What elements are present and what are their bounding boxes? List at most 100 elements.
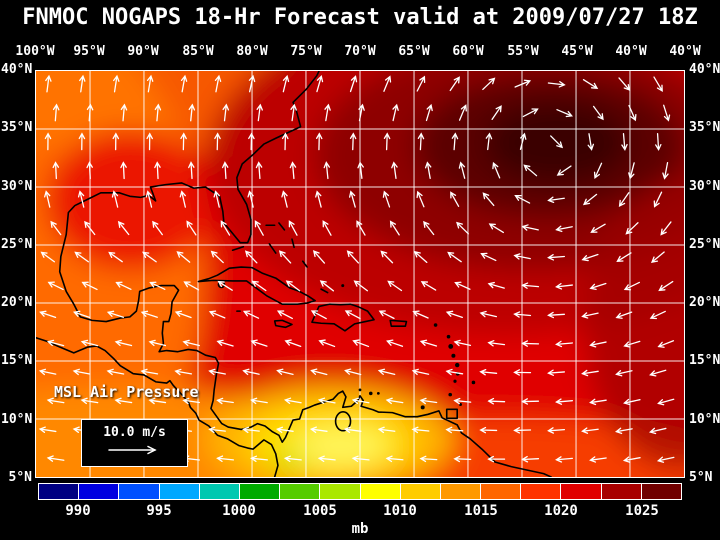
- wind-arrow: [555, 225, 573, 233]
- wind-arrow: [176, 251, 191, 263]
- wind-arrow: [622, 456, 641, 463]
- wind-arrow: [346, 250, 360, 264]
- wind-arrow: [424, 161, 432, 180]
- wind-arrow: [250, 339, 268, 347]
- wind-arrow: [653, 76, 663, 92]
- wind-arrow: [210, 250, 224, 264]
- lon-tick-label: 45°W: [561, 44, 593, 59]
- wind-arrow: [492, 161, 501, 179]
- wind-arrow: [46, 455, 65, 462]
- wind-arrow: [383, 75, 392, 92]
- wind-arrow: [623, 398, 641, 406]
- colorbar-tick-label: 1020: [544, 503, 578, 519]
- wind-arrow: [386, 339, 404, 347]
- lat-tick-label: 30°N: [689, 179, 720, 194]
- wind-arrow: [453, 339, 472, 347]
- wind-arrow: [79, 74, 86, 93]
- colorbar-cell: [400, 484, 441, 499]
- colorbar-cell: [159, 484, 200, 499]
- wind-arrow: [451, 132, 459, 151]
- wind-arrow: [514, 79, 532, 88]
- lat-tick-label: 40°N: [1, 62, 33, 77]
- wind-arrow: [80, 339, 99, 347]
- wind-arrow: [658, 280, 674, 292]
- wind-arrow: [521, 282, 540, 289]
- wind-arrow: [284, 397, 302, 405]
- lon-tick-label: 65°W: [398, 44, 430, 59]
- wind-arrow: [618, 77, 631, 91]
- wind-arrow: [315, 132, 323, 151]
- wind-arrow: [522, 108, 539, 118]
- wind-arrow: [351, 455, 370, 463]
- wind-arrow: [214, 132, 221, 151]
- lat-tick-label: 20°N: [689, 295, 720, 310]
- lat-tick-label: 15°N: [1, 353, 33, 368]
- lat-tick-label: 25°N: [1, 237, 33, 252]
- wind-arrow: [216, 397, 234, 405]
- colorbar: [38, 483, 682, 500]
- colorbar-cell: [481, 484, 522, 499]
- wind-arrow: [582, 193, 598, 206]
- colorbar-cell: [440, 484, 482, 499]
- wind-arrow: [581, 369, 599, 377]
- wind-arrows-layer: [38, 74, 675, 463]
- wind-arrow: [111, 190, 119, 208]
- wind-arrow: [145, 190, 153, 208]
- wind-arrow: [582, 79, 599, 89]
- wind-arrow: [391, 161, 398, 180]
- lat-tick-label: 15°N: [689, 353, 720, 368]
- wind-arrow: [482, 192, 495, 207]
- wind-arrow: [479, 426, 498, 434]
- wind-arrow: [616, 252, 632, 262]
- wind-arrow: [285, 280, 301, 292]
- wind-arrow: [623, 340, 641, 348]
- wind-arrow: [217, 280, 233, 291]
- wind-arrow: [615, 311, 633, 319]
- wind-arrow: [146, 132, 153, 151]
- colorbar-cell: [360, 484, 401, 499]
- wind-arrow: [380, 250, 394, 264]
- wind-arrow: [556, 109, 574, 118]
- wind-arrow: [523, 164, 538, 177]
- wind-arrow: [283, 455, 302, 463]
- wind-arrow: [180, 74, 188, 93]
- wind-arrow: [247, 190, 254, 208]
- wind-arrow: [592, 105, 604, 121]
- wind-arrow: [513, 426, 532, 434]
- wind-arrow: [416, 75, 426, 92]
- wind-arrow: [447, 251, 462, 263]
- wind-arrow: [417, 132, 425, 151]
- colorbar-cell: [119, 484, 160, 499]
- wind-arrow: [140, 310, 158, 318]
- wind-arrow: [416, 190, 425, 208]
- wind-arrow: [419, 455, 438, 463]
- wind-arrow: [278, 250, 292, 264]
- wind-arrow: [352, 339, 370, 348]
- wind-arrow: [114, 397, 133, 405]
- lat-tick-label: 10°N: [1, 412, 33, 427]
- wind-arrow: [623, 281, 640, 291]
- wind-arrow: [449, 76, 460, 92]
- wind-arrow: [521, 455, 540, 463]
- wind-arrow: [276, 310, 293, 320]
- wind-arrow: [174, 368, 193, 376]
- wind-arrow: [73, 310, 91, 319]
- wind-arrow: [120, 103, 128, 122]
- wind-arrow: [653, 191, 663, 208]
- wind-arrow: [315, 190, 322, 208]
- wind-arrow: [514, 194, 531, 204]
- island-hispaniola: [311, 303, 375, 332]
- wind-arrow: [108, 251, 123, 263]
- wind-arrow: [377, 368, 396, 376]
- wind-arrow: [113, 74, 120, 93]
- wind-arrow: [351, 397, 370, 405]
- wind-arrow: [213, 190, 220, 208]
- lon-tick-label: 55°W: [507, 44, 539, 59]
- colorbar-unit-label: mb: [351, 521, 369, 537]
- wind-arrow: [86, 103, 94, 122]
- wind-arrow: [148, 397, 167, 405]
- wind-arrow: [254, 220, 264, 236]
- wind-arrow: [419, 397, 438, 405]
- wind-arrow: [589, 456, 607, 463]
- wind-arrow: [547, 254, 566, 261]
